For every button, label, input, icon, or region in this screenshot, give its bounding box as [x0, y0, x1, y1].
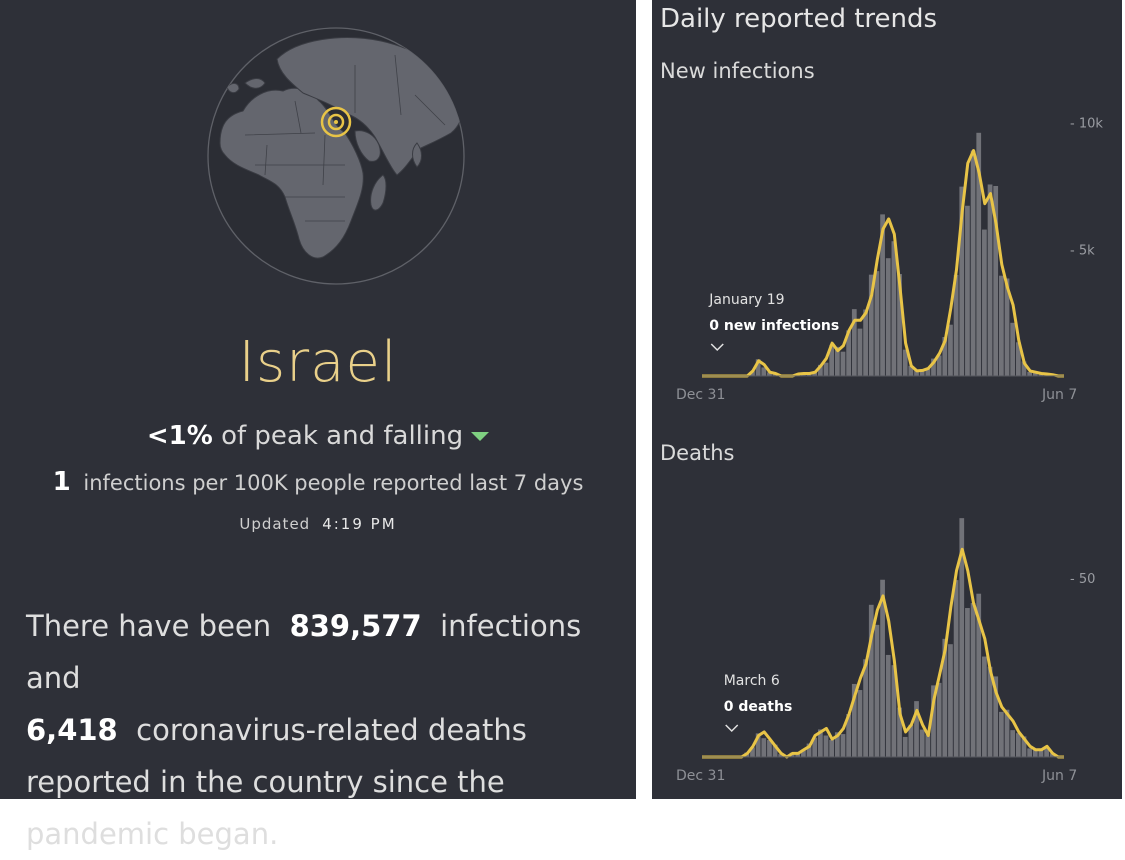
- trends-panel: [652, 0, 1122, 799]
- rate-text: infections per 100K people reported last…: [83, 471, 584, 495]
- summary-part1: There have been: [26, 609, 272, 643]
- infection-rate: 1 infections per 100K people reported la…: [0, 467, 636, 497]
- summary-part2: infections and: [26, 609, 582, 695]
- updated-time: 4:19 PM: [322, 515, 397, 533]
- peak-text: of peak and falling: [221, 421, 464, 451]
- summary-text: There have been 839,577 infections and 6…: [26, 600, 636, 860]
- deaths-chart-title: Deaths: [660, 441, 735, 465]
- rate-value: 1: [52, 467, 71, 497]
- country-name: Israel: [238, 330, 398, 395]
- total-deaths: 6,418: [26, 713, 118, 747]
- total-infections: 839,577: [289, 609, 422, 643]
- updated-timestamp: Updated 4:19 PM: [0, 515, 636, 533]
- peak-value: <1%: [146, 421, 213, 451]
- updated-label: Updated: [239, 515, 311, 533]
- infections-chart-title: New infections: [660, 59, 815, 83]
- country-panel: Israel <1% of peak and falling 1 infecti…: [0, 0, 636, 851]
- falling-arrow-icon: [471, 432, 490, 441]
- globe-icon: [207, 27, 465, 285]
- peak-status: <1% of peak and falling: [0, 421, 636, 451]
- trends-title: Daily reported trends: [660, 4, 938, 34]
